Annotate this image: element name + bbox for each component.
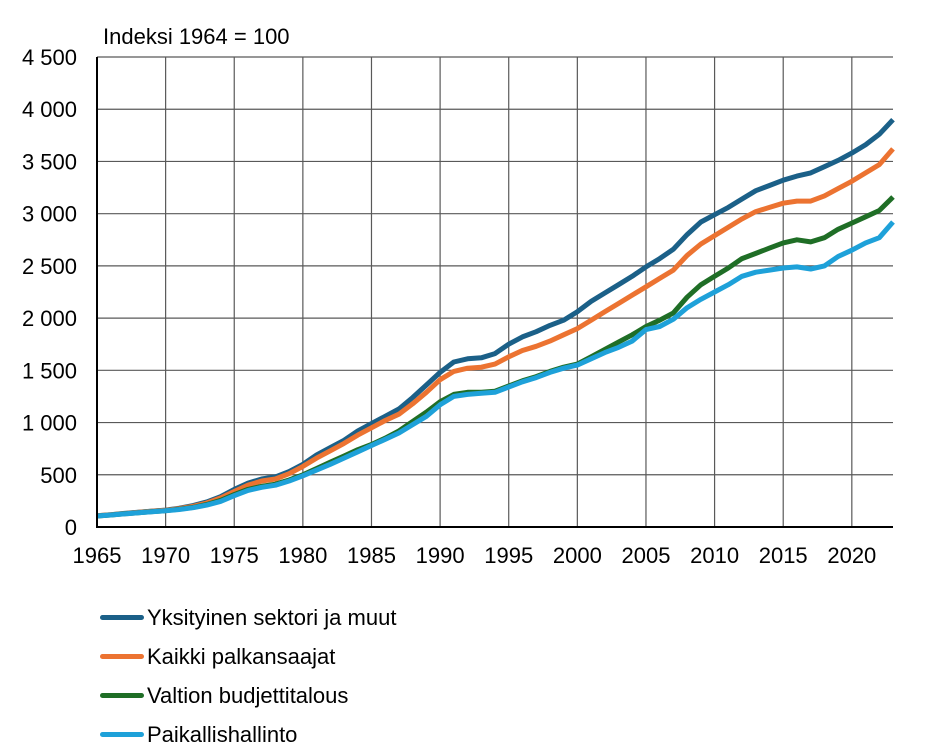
y-tick-label: 0 xyxy=(65,515,77,540)
x-tick-label: 2020 xyxy=(827,543,876,568)
x-tick-label: 1980 xyxy=(278,543,327,568)
legend-swatch xyxy=(100,732,144,737)
legend-item: Kaikki palkansaajat xyxy=(100,637,396,676)
x-tick-label: 2010 xyxy=(690,543,739,568)
x-tick-label: 2015 xyxy=(759,543,808,568)
chart-subtitle: Indeksi 1964 = 100 xyxy=(103,24,290,49)
y-tick-label: 3 000 xyxy=(22,202,77,227)
x-tick-label: 1970 xyxy=(141,543,190,568)
y-tick-label: 4 000 xyxy=(22,97,77,122)
legend-swatch xyxy=(100,654,144,659)
y-tick-label: 1 000 xyxy=(22,411,77,436)
legend-label: Paikallishallinto xyxy=(147,721,298,747)
series-line-paikallishallinto xyxy=(96,220,895,519)
x-tick-label: 2005 xyxy=(621,543,670,568)
x-axis-ticks: 1965 1970 1975 1980 1985 1990 1995 2000 2005 2010… xyxy=(73,543,877,568)
series-line-kaikki-palkansaajat xyxy=(96,147,895,519)
gridlines xyxy=(97,56,893,527)
legend-label: Valtion budjettitalous xyxy=(147,682,349,708)
x-tick-label: 1990 xyxy=(416,543,465,568)
y-axis-ticks: 0 500 1 000 1 500 2 000 2 500 3 000 3 500 4 000 4… xyxy=(22,45,77,540)
legend-label: Yksityinen sektori ja muut xyxy=(147,604,397,630)
series-line-valtion-budjettitalous xyxy=(96,195,895,519)
legend-label: Kaikki palkansaajat xyxy=(147,643,336,669)
y-tick-label: 4 500 xyxy=(22,45,77,70)
series-lines xyxy=(96,117,895,519)
y-tick-label: 2 000 xyxy=(22,306,77,331)
y-tick-label: 500 xyxy=(40,463,77,488)
legend-item: Valtion budjettitalous xyxy=(100,676,396,715)
x-tick-label: 1965 xyxy=(73,543,122,568)
y-tick-label: 3 500 xyxy=(22,149,77,174)
legend-item: Paikallishallinto xyxy=(100,715,396,754)
x-tick-label: 1975 xyxy=(210,543,259,568)
x-tick-label: 1995 xyxy=(484,543,533,568)
legend-item: Yksityinen sektori ja muut xyxy=(100,598,396,637)
y-tick-label: 2 500 xyxy=(22,254,77,279)
legend: Yksityinen sektori ja muut Kaikki palkans… xyxy=(100,598,396,754)
x-tick-label: 1985 xyxy=(347,543,396,568)
legend-swatch xyxy=(100,693,144,698)
legend-swatch xyxy=(100,615,144,620)
x-tick-label: 2000 xyxy=(553,543,602,568)
y-tick-label: 1 500 xyxy=(22,358,77,383)
